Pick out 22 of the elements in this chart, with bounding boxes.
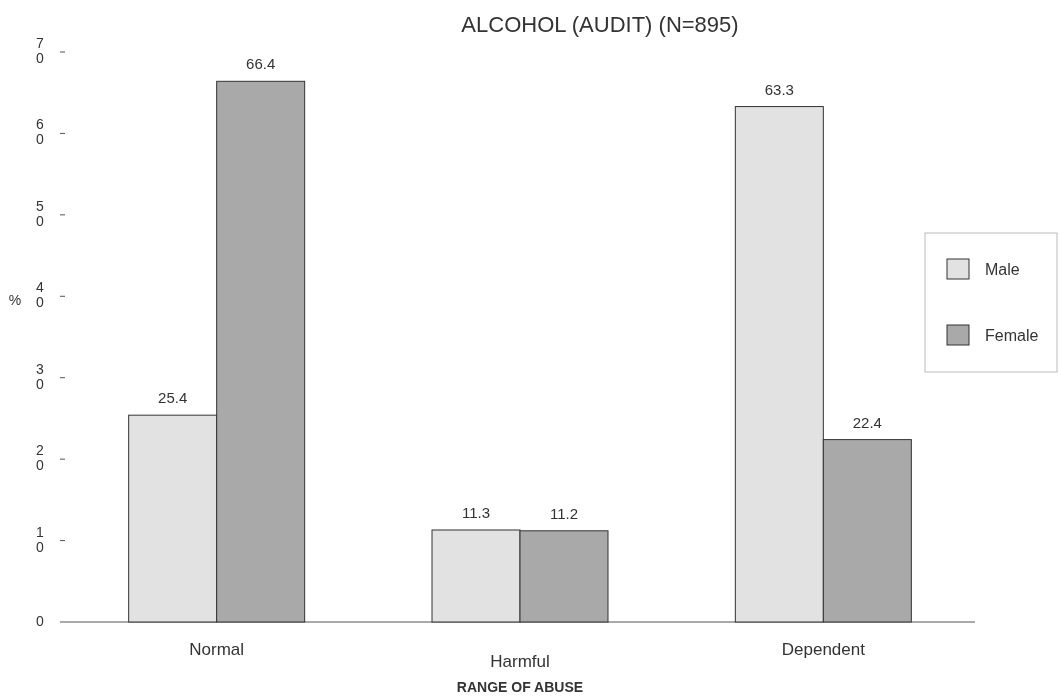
- y-tick-label: 3 0: [36, 360, 45, 392]
- legend-label: Male: [985, 261, 1020, 278]
- y-tick-label: 7 0: [36, 35, 45, 66]
- y-tick-label: 2 0: [36, 442, 45, 474]
- x-tick-label: Normal: [189, 640, 245, 659]
- data-label: 11.3: [461, 503, 491, 521]
- data-label: 63.3: [764, 80, 794, 98]
- y-tick-label: 4 0: [36, 279, 45, 311]
- y-tick-label: 6 0: [36, 116, 45, 148]
- data-label: 22.4: [852, 413, 882, 431]
- x-tick-label: Harmful: [490, 652, 550, 671]
- legend-label: Female: [985, 327, 1039, 344]
- y-tick-label: 5 0: [36, 197, 45, 229]
- y-axis-title: %: [8, 292, 22, 308]
- x-axis-title: RANGE OF ABUSE: [456, 679, 584, 695]
- chart-title: ALCOHOL (AUDIT) (N=895): [461, 12, 739, 37]
- x-tick-label: Dependent: [781, 640, 866, 659]
- data-label: 11.2: [549, 504, 579, 522]
- y-tick-label: 0: [36, 612, 45, 629]
- data-label: 25.4: [158, 389, 188, 407]
- data-label: 66.4: [246, 55, 276, 73]
- y-tick-label: 1 0: [36, 523, 45, 555]
